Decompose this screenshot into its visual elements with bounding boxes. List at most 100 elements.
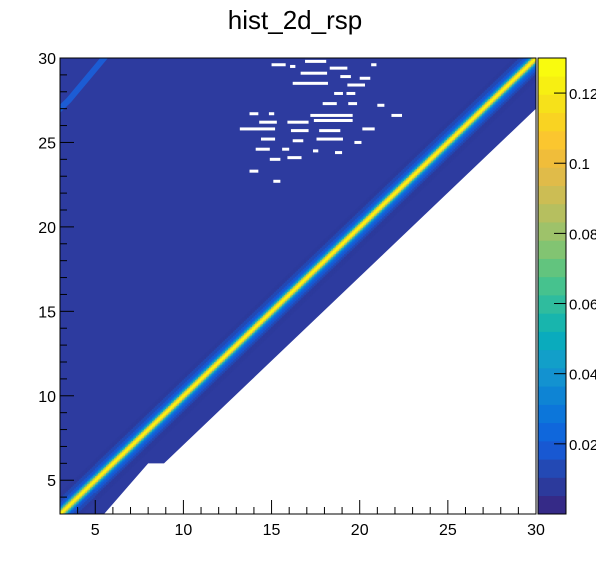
heatmap-cell bbox=[253, 339, 256, 343]
heatmap-cell bbox=[120, 464, 123, 467]
heatmap-cell bbox=[94, 469, 98, 472]
heatmap-cell bbox=[109, 485, 112, 489]
heatmap-cell bbox=[348, 245, 351, 248]
heatmap-cell bbox=[158, 420, 161, 423]
heatmap-cell bbox=[98, 475, 101, 478]
heatmap-cell bbox=[63, 496, 66, 500]
heatmap-cell bbox=[71, 489, 74, 492]
heatmap-cell bbox=[290, 312, 293, 315]
heatmap-cell bbox=[345, 233, 348, 236]
heatmap-cell bbox=[169, 423, 172, 426]
heatmap-cell bbox=[98, 491, 101, 495]
heatmap-cell bbox=[82, 484, 85, 488]
heatmap-cell bbox=[294, 306, 298, 309]
heatmap-cell bbox=[344, 219, 347, 223]
heatmap-cell bbox=[342, 245, 345, 248]
heatmap-cell bbox=[293, 276, 296, 279]
heatmap-cell bbox=[71, 487, 74, 491]
heatmap-cell bbox=[264, 320, 267, 323]
heatmap-cell bbox=[242, 317, 245, 320]
heatmap-cell bbox=[85, 471, 88, 474]
heatmap-cell bbox=[267, 324, 271, 327]
heatmap-cell bbox=[175, 417, 179, 420]
heatmap-cell bbox=[204, 373, 207, 376]
heatmap-cell bbox=[98, 469, 101, 472]
heatmap-cell bbox=[337, 262, 340, 265]
heatmap-cell bbox=[347, 248, 350, 251]
heatmap-cell bbox=[194, 396, 198, 399]
heatmap-cell bbox=[299, 271, 302, 274]
heatmap-cell bbox=[110, 481, 113, 484]
heatmap-cell bbox=[102, 453, 106, 457]
heatmap-cell bbox=[336, 233, 339, 236]
heatmap-cell bbox=[256, 344, 259, 347]
heatmap-cell bbox=[101, 453, 104, 457]
heatmap-cell bbox=[183, 373, 186, 376]
heatmap-cell bbox=[261, 330, 264, 334]
heatmap-cell bbox=[321, 257, 324, 261]
heatmap-cell bbox=[247, 346, 250, 349]
heatmap-cell bbox=[183, 387, 186, 390]
heatmap-cell bbox=[112, 467, 115, 470]
heatmap-cell bbox=[321, 277, 324, 280]
heatmap-cell bbox=[329, 233, 332, 236]
heatmap-cell bbox=[142, 453, 145, 457]
heatmap-cell bbox=[261, 305, 264, 308]
heatmap-cell bbox=[253, 346, 256, 349]
heatmap-cell bbox=[150, 446, 153, 449]
heatmap-cell bbox=[117, 438, 120, 441]
heatmap-cell bbox=[231, 330, 234, 334]
heatmap-cell bbox=[272, 311, 275, 314]
heatmap-cell bbox=[109, 446, 112, 449]
heatmap-cell bbox=[164, 412, 167, 416]
heatmap-cell bbox=[60, 506, 63, 509]
heatmap-cell bbox=[164, 426, 167, 429]
heatmap-cell bbox=[106, 455, 109, 458]
heatmap-cell bbox=[153, 409, 156, 413]
heatmap-cell bbox=[131, 455, 134, 458]
heatmap-cell bbox=[145, 426, 148, 429]
heatmap-cell bbox=[126, 444, 129, 448]
heatmap-cell bbox=[229, 359, 232, 362]
heatmap-cell bbox=[339, 259, 342, 262]
heatmap-cell bbox=[328, 241, 331, 244]
heatmap-cell bbox=[131, 423, 134, 426]
heatmap-cell bbox=[166, 408, 169, 411]
heatmap-cell bbox=[152, 440, 155, 443]
heatmap-cell bbox=[228, 367, 231, 370]
heatmap-cell bbox=[305, 280, 309, 283]
heatmap-cell bbox=[337, 260, 340, 264]
heatmap-cell bbox=[86, 487, 90, 491]
heatmap-cell bbox=[91, 493, 94, 497]
heatmap-cell bbox=[150, 405, 153, 408]
heatmap-cell bbox=[129, 431, 132, 434]
heatmap-cell bbox=[175, 414, 179, 417]
heatmap-cell bbox=[194, 402, 198, 405]
heatmap-cell bbox=[337, 248, 340, 251]
heatmap-cell bbox=[75, 498, 79, 501]
heatmap-cell bbox=[175, 394, 179, 397]
heatmap-cell bbox=[101, 464, 104, 467]
heatmap-cell bbox=[159, 406, 163, 410]
heatmap-cell bbox=[239, 346, 242, 349]
heatmap-cell bbox=[278, 288, 282, 291]
heatmap-cell bbox=[221, 341, 225, 344]
heatmap-cell bbox=[158, 431, 161, 434]
heatmap-cell bbox=[85, 500, 88, 503]
heatmap-cell bbox=[132, 426, 136, 429]
heatmap-cell bbox=[272, 294, 275, 297]
heatmap-cell bbox=[113, 452, 117, 455]
heatmap-cell bbox=[106, 469, 109, 472]
heatmap-cell bbox=[272, 309, 275, 312]
heatmap-cell bbox=[253, 312, 256, 315]
heatmap-cell bbox=[239, 335, 242, 338]
heatmap-cell bbox=[240, 343, 244, 346]
heatmap-cell bbox=[134, 446, 137, 449]
heatmap-cell bbox=[94, 475, 98, 478]
heatmap-cell bbox=[266, 306, 269, 309]
heatmap-cell bbox=[312, 273, 315, 276]
heatmap-cell bbox=[121, 472, 125, 475]
heatmap-cell bbox=[251, 312, 255, 315]
heatmap-cell bbox=[137, 441, 140, 445]
heatmap-cell bbox=[223, 349, 226, 352]
